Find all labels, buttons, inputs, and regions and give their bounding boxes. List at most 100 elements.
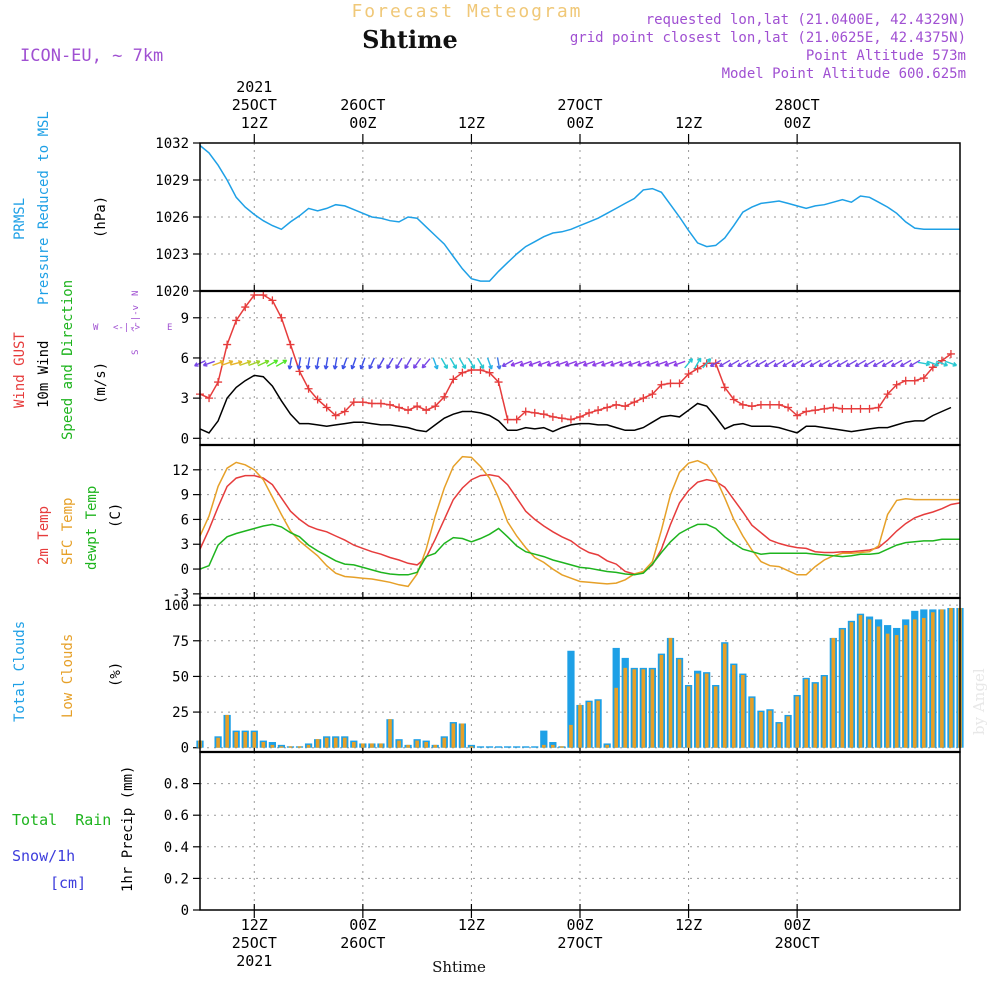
clouds-ytick-label-0: 0 — [181, 741, 189, 757]
total-cloud-bar — [540, 730, 548, 748]
model-name: ICON-EU, ~ 7km — [20, 46, 163, 66]
top-time-label-3-1: 00Z — [566, 114, 593, 132]
gust-marker — [784, 403, 793, 412]
wind-panel: 0 3 6 9 — [181, 290, 961, 447]
low-cloud-bar — [732, 665, 736, 748]
gust-marker — [648, 390, 657, 399]
wind-direction-arrow — [458, 357, 467, 370]
wind-direction-arrow — [845, 359, 857, 367]
gust-marker — [557, 414, 566, 423]
wind-direction-arrow — [646, 360, 659, 367]
wind-direction-arrow — [755, 359, 767, 367]
wind-direction-arrow — [257, 359, 270, 367]
clouds-label-line-1: Low Clouds — [60, 634, 76, 718]
low-cloud-bar — [397, 740, 401, 748]
wind-direction-arrow — [386, 357, 394, 370]
low-cloud-bar — [876, 626, 881, 748]
gust-marker — [820, 404, 829, 413]
wind-direction-arrow — [467, 357, 476, 370]
gust-marker — [367, 399, 376, 408]
pressure-label-line-0: PRMSL — [12, 198, 28, 240]
top-time-label-1-1: 00Z — [349, 114, 376, 132]
gust-marker — [485, 368, 494, 377]
gust-marker — [250, 291, 259, 300]
bottom-time-label-0-1: 25OCT — [232, 934, 277, 952]
low-cloud-bar — [686, 686, 691, 748]
low-cloud-bar — [713, 686, 718, 748]
wind-direction-arrow — [582, 360, 595, 367]
low-cloud-bar — [940, 609, 944, 748]
low-cloud-bar — [324, 737, 329, 748]
low-cloud-bar — [722, 643, 727, 748]
gust-marker — [621, 402, 630, 411]
wind-direction-arrow — [926, 360, 940, 367]
gust-marker — [946, 349, 955, 358]
wind-direction-arrow — [664, 360, 677, 367]
wind-direction-arrow — [449, 357, 457, 370]
low-cloud-bar — [315, 739, 320, 748]
gust-marker — [503, 415, 512, 424]
low-cloud-bar — [542, 744, 546, 748]
clouds-label-line-0: Total Clouds — [12, 621, 28, 722]
low-cloud-bar — [858, 615, 863, 748]
temp-label-line-1: SFC Temp — [60, 498, 76, 565]
wind-direction-arrow — [854, 359, 867, 367]
gust-marker — [304, 384, 313, 393]
gust-marker — [232, 316, 241, 325]
gust-marker — [548, 412, 557, 421]
gust-marker — [494, 378, 503, 387]
low-cloud-bar — [894, 635, 899, 748]
gust-marker — [675, 379, 684, 388]
wind-direction-arrow — [519, 360, 532, 367]
bottom-time-label-1-0: 00Z — [349, 916, 376, 934]
low-cloud-bar — [243, 732, 248, 748]
total-cloud-bar — [567, 650, 575, 748]
temperature-ytick-label-5: 12 — [172, 463, 189, 479]
gust-marker — [449, 375, 458, 384]
wind-direction-arrow — [510, 360, 523, 367]
precip-panel: 0 0.2 0.4 0.6 0.8 — [164, 751, 961, 919]
low-cloud-bar — [741, 675, 745, 748]
temperature-ytick-label-4: 9 — [181, 488, 189, 504]
requested-coords: requested lon,lat (21.0400E, 42.4329N) — [646, 12, 966, 28]
low-cloud-bar — [279, 746, 284, 748]
clouds-ytick-label-4: 100 — [164, 598, 189, 614]
low-cloud-bar — [451, 723, 456, 748]
bottom-time-label-2-0: 12Z — [458, 916, 485, 934]
wind-direction-arrow — [248, 360, 261, 367]
wind-direction-arrow — [537, 360, 550, 367]
gust-marker — [928, 363, 937, 372]
low-cloud-bar — [641, 669, 646, 748]
wind-direction-arrow — [872, 359, 885, 367]
gust-line — [199, 294, 952, 421]
gust-marker — [530, 408, 539, 417]
t2m-line — [199, 474, 961, 575]
low-cloud-bar — [216, 737, 220, 748]
wind-direction-arrow — [421, 358, 431, 369]
wind-ytick-label-0: 0 — [181, 431, 189, 447]
gust-marker — [277, 313, 286, 322]
wind-direction-arrow — [305, 357, 311, 370]
low-cloud-bar — [777, 723, 781, 748]
total-cloud-bar — [494, 746, 503, 748]
wind-direction-arrow — [341, 357, 348, 370]
wind-direction-arrow — [610, 360, 623, 367]
low-cloud-bar — [659, 655, 664, 748]
low-cloud-bar — [225, 714, 229, 748]
low-cloud-bar — [587, 702, 591, 748]
wind-direction-arrow — [221, 360, 234, 367]
wind-direction-arrow — [377, 357, 385, 370]
precip-ytick-label-2: 0.4 — [164, 840, 189, 856]
wind-label-line-0: Wind GUST — [12, 332, 28, 408]
low-cloud-bar — [903, 625, 908, 748]
wind-direction-arrow — [881, 359, 894, 367]
wind-compass: N ^-|-v S W <-|-> E — [93, 291, 172, 355]
wind-direction-arrow — [890, 359, 903, 367]
bottom-time-label-3-1: 27OCT — [557, 934, 602, 952]
low-cloud-bar — [768, 710, 772, 748]
low-cloud-bar — [379, 743, 383, 748]
wind-direction-arrow — [432, 357, 439, 370]
low-cloud-bar — [342, 737, 347, 748]
wind-direction-arrow — [230, 360, 243, 366]
wind-direction-arrow — [296, 357, 302, 370]
